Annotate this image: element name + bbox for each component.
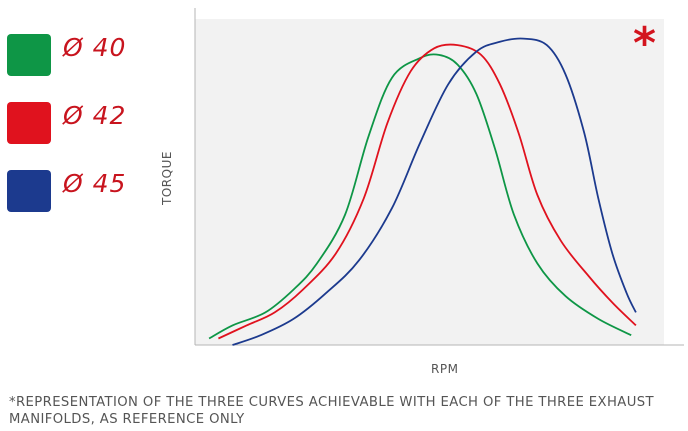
x-axis-label: RPM bbox=[431, 362, 459, 376]
legend-label-40: Ø 40 bbox=[63, 33, 127, 62]
plot-background bbox=[195, 19, 664, 345]
footnote: *REPRESENTATION OF THE THREE CURVES ACHI… bbox=[9, 395, 654, 427]
y-axis-label: TORQUE bbox=[160, 151, 174, 205]
legend-swatch-45 bbox=[7, 170, 51, 212]
series-line-1 bbox=[208, 53, 632, 340]
legend-label-45: Ø 45 bbox=[63, 169, 127, 198]
legend-swatch-42 bbox=[7, 102, 51, 144]
series-line-3 bbox=[232, 37, 637, 346]
legend-label-42: Ø 42 bbox=[63, 101, 127, 130]
note-asterisk: * bbox=[633, 18, 657, 69]
legend-swatch-40 bbox=[7, 34, 51, 76]
series-line-2 bbox=[218, 43, 637, 340]
